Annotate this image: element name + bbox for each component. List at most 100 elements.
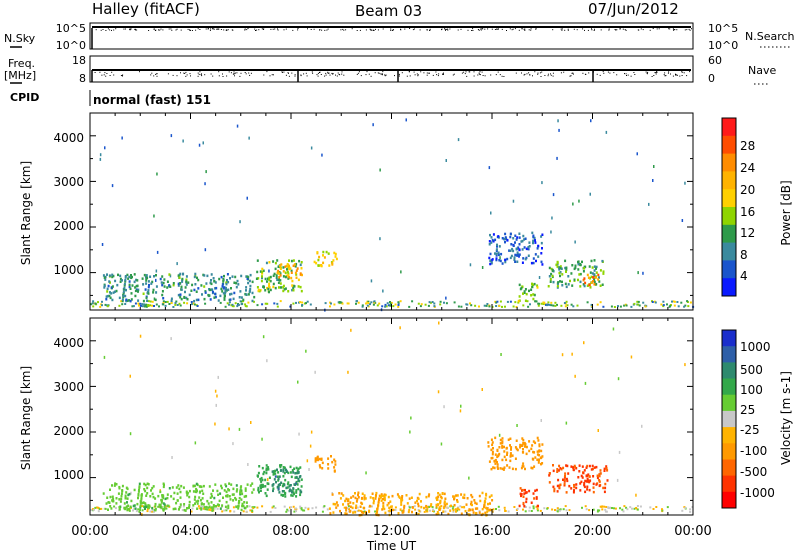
search-dot (426, 29, 428, 31)
nave-dot (550, 74, 552, 76)
data-cell (159, 277, 162, 281)
data-cell (344, 512, 347, 515)
data-cell (444, 497, 447, 500)
data-cell (160, 506, 163, 509)
data-cell (119, 500, 122, 503)
data-cell (129, 374, 131, 378)
data-cell (243, 501, 246, 504)
data-cell (300, 485, 303, 488)
data-cell (263, 470, 266, 474)
data-cell (550, 272, 553, 276)
data-cell (287, 273, 290, 277)
data-cell (429, 504, 432, 508)
search-dot (129, 28, 130, 30)
data-cell (309, 444, 312, 448)
data-cell (215, 505, 217, 508)
data-cell (272, 489, 274, 493)
data-cell (361, 496, 363, 500)
nave-dot (381, 73, 383, 75)
data-cell (684, 363, 686, 367)
data-cell (499, 256, 501, 260)
data-cell (596, 510, 599, 513)
search-dot (356, 30, 358, 31)
data-cell (121, 484, 124, 488)
data-cell (237, 507, 240, 510)
data-cell (586, 485, 589, 488)
data-cell (585, 474, 588, 478)
data-cell (557, 281, 560, 284)
search-dot (622, 28, 624, 30)
power-cbar-tick-20: 20 (740, 183, 755, 197)
data-cell (280, 481, 283, 484)
data-cell (139, 502, 142, 505)
data-cell (592, 486, 595, 489)
data-cell (420, 303, 423, 306)
nave-dot (599, 74, 601, 76)
data-cell (532, 241, 534, 245)
data-cell (473, 499, 476, 502)
data-cell (300, 261, 303, 264)
data-cell (533, 236, 536, 240)
data-cell (491, 443, 494, 447)
data-cell (509, 300, 512, 303)
data-cell (397, 512, 400, 515)
data-cell (196, 305, 199, 307)
data-cell (182, 505, 185, 508)
nave-dot (689, 71, 691, 73)
data-cell (355, 504, 358, 507)
data-cell (623, 505, 626, 508)
data-cell (133, 280, 136, 284)
data-cell (501, 237, 504, 240)
data-cell (356, 498, 359, 501)
nave-dot (656, 72, 658, 73)
nave-dot (541, 71, 543, 73)
data-cell (141, 305, 144, 308)
data-cell (567, 283, 570, 286)
nave-dot (156, 73, 158, 75)
data-cell (123, 282, 126, 286)
data-cell (483, 501, 486, 504)
data-cell (595, 271, 598, 274)
search-dot (419, 29, 421, 31)
data-cell (518, 283, 521, 287)
data-cell (491, 456, 494, 460)
search-dot (457, 29, 459, 31)
data-cell (241, 489, 243, 493)
data-cell (457, 305, 460, 308)
data-cell (134, 294, 137, 298)
data-cell (299, 489, 302, 492)
data-cell (154, 505, 157, 508)
data-cell (488, 166, 491, 170)
data-cell (500, 353, 502, 356)
data-cell (172, 507, 175, 511)
data-cell (287, 277, 290, 280)
data-cell (161, 496, 164, 499)
data-cell (498, 259, 501, 262)
data-cell (240, 300, 243, 303)
data-cell (141, 303, 144, 306)
search-dot (327, 28, 329, 30)
nave-dot (655, 72, 657, 74)
data-cell (402, 509, 405, 512)
data-cell (593, 277, 596, 281)
data-cell (120, 492, 123, 495)
data-cell (212, 290, 214, 294)
data-cell (523, 291, 526, 294)
data-cell (565, 300, 568, 303)
data-cell (528, 489, 531, 493)
data-cell (127, 507, 130, 510)
search-dot (497, 28, 499, 30)
data-cell (174, 303, 177, 306)
data-cell (276, 475, 279, 478)
data-cell (350, 496, 353, 499)
data-cell (162, 509, 165, 512)
data-cell (245, 286, 248, 289)
data-cell (199, 505, 202, 508)
data-cell (197, 287, 200, 290)
data-cell (288, 267, 291, 271)
data-cell (298, 301, 300, 304)
data-cell (141, 509, 144, 512)
data-cell (297, 470, 300, 474)
data-cell (111, 499, 114, 502)
data-cell (481, 388, 483, 391)
